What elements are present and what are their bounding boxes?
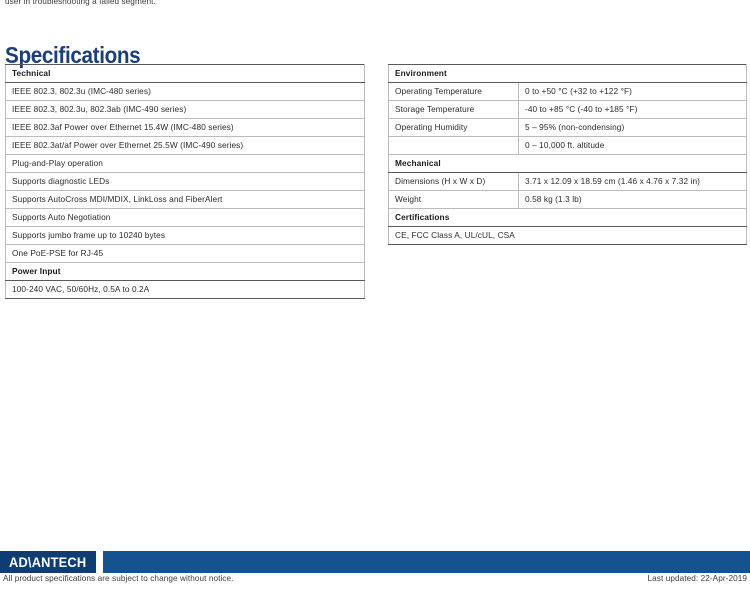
spec-label: Operating Humidity (388, 118, 519, 137)
spec-cell: Supports diagnostic LEDs (5, 172, 365, 191)
advantech-logo: AD\ANTECH (0, 551, 96, 573)
spec-cell: CE, FCC Class A, UL/cUL, CSA (388, 226, 747, 245)
table-section-header-row: Technical (5, 64, 365, 83)
spec-label: Dimensions (H x W x D) (388, 172, 519, 191)
spec-label-empty (388, 136, 519, 155)
table-row: 0 – 10,000 ft. altitude (388, 136, 747, 155)
table-row: Supports jumbo frame up to 10240 bytes (5, 226, 365, 245)
spec-cell: IEEE 802.3at/af Power over Ethernet 25.5… (5, 136, 365, 155)
table-section-header-row: Certifications (388, 208, 747, 227)
table-row: CE, FCC Class A, UL/cUL, CSA (388, 226, 747, 245)
section-header-power-input: Power Input (5, 262, 365, 281)
spec-cell: Plug-and-Play operation (5, 154, 365, 173)
spec-value: 3.71 x 12.09 x 18.59 cm (1.46 x 4.76 x 7… (518, 172, 747, 191)
footer-band: AD\ANTECH (0, 551, 750, 573)
spec-cell: IEEE 802.3, 802.3u (IMC-480 series) (5, 82, 365, 101)
table-section-header-row: Environment (388, 64, 747, 83)
footer-disclaimer: All product specifications are subject t… (3, 574, 234, 583)
table-row: IEEE 802.3af Power over Ethernet 15.4W (… (5, 118, 365, 137)
section-header-environment: Environment (388, 64, 747, 83)
page-title: Specifications (5, 42, 141, 69)
top-partial-paragraph: user in troubleshooting a failed segment… (5, 0, 156, 6)
spec-value: -40 to +85 °C (-40 to +185 °F) (518, 100, 747, 119)
footer-last-updated: Last updated: 22-Apr-2019 (647, 574, 747, 583)
spec-value: 0.58 kg (1.3 lb) (518, 190, 747, 209)
spec-cell: 100-240 VAC, 50/60Hz, 0.5A to 0.2A (5, 280, 365, 299)
right-table-body: Environment Operating Temperature 0 to +… (388, 64, 747, 245)
table-row: Supports diagnostic LEDs (5, 172, 365, 191)
section-header-certifications: Certifications (388, 208, 747, 227)
table-row: IEEE 802.3, 802.3u (IMC-480 series) (5, 82, 365, 101)
environment-specs-table: Environment Operating Temperature 0 to +… (388, 64, 747, 245)
table-section-header-row: Mechanical (388, 154, 747, 173)
spec-label: Operating Temperature (388, 82, 519, 101)
table-row: One PoE-PSE for RJ-45 (5, 244, 365, 263)
spec-value: 5 – 95% (non-condensing) (518, 118, 747, 137)
table-row: Operating Temperature 0 to +50 °C (+32 t… (388, 82, 747, 101)
table-row: IEEE 802.3at/af Power over Ethernet 25.5… (5, 136, 365, 155)
spec-cell: IEEE 802.3af Power over Ethernet 15.4W (… (5, 118, 365, 137)
table-row: Dimensions (H x W x D) 3.71 x 12.09 x 18… (388, 172, 747, 191)
section-header-mechanical: Mechanical (388, 154, 747, 173)
table-row: Storage Temperature -40 to +85 °C (-40 t… (388, 100, 747, 119)
spec-label: Weight (388, 190, 519, 209)
table-row: Supports AutoCross MDI/MDIX, LinkLoss an… (5, 190, 365, 209)
left-table-body: Technical IEEE 802.3, 802.3u (IMC-480 se… (5, 64, 365, 299)
table-row: Supports Auto Negotiation (5, 208, 365, 227)
spec-cell: IEEE 802.3, 802.3u, 802.3ab (IMC-490 ser… (5, 100, 365, 119)
technical-specs-table: Technical IEEE 802.3, 802.3u (IMC-480 se… (5, 64, 365, 299)
spec-cell: Supports AutoCross MDI/MDIX, LinkLoss an… (5, 190, 365, 209)
footer-accent-bar (103, 551, 750, 573)
spec-value: 0 – 10,000 ft. altitude (518, 136, 747, 155)
spec-value: 0 to +50 °C (+32 to +122 °F) (518, 82, 747, 101)
spec-cell: One PoE-PSE for RJ-45 (5, 244, 365, 263)
table-row: 100-240 VAC, 50/60Hz, 0.5A to 0.2A (5, 280, 365, 299)
spec-cell: Supports Auto Negotiation (5, 208, 365, 227)
table-row: Operating Humidity 5 – 95% (non-condensi… (388, 118, 747, 137)
table-section-header-row: Power Input (5, 262, 365, 281)
table-row: Weight 0.58 kg (1.3 lb) (388, 190, 747, 209)
spec-label: Storage Temperature (388, 100, 519, 119)
spec-cell: Supports jumbo frame up to 10240 bytes (5, 226, 365, 245)
section-header-technical: Technical (5, 64, 365, 83)
advantech-logo-text: AD\ANTECH (9, 554, 87, 570)
table-row: Plug-and-Play operation (5, 154, 365, 173)
table-row: IEEE 802.3, 802.3u, 802.3ab (IMC-490 ser… (5, 100, 365, 119)
